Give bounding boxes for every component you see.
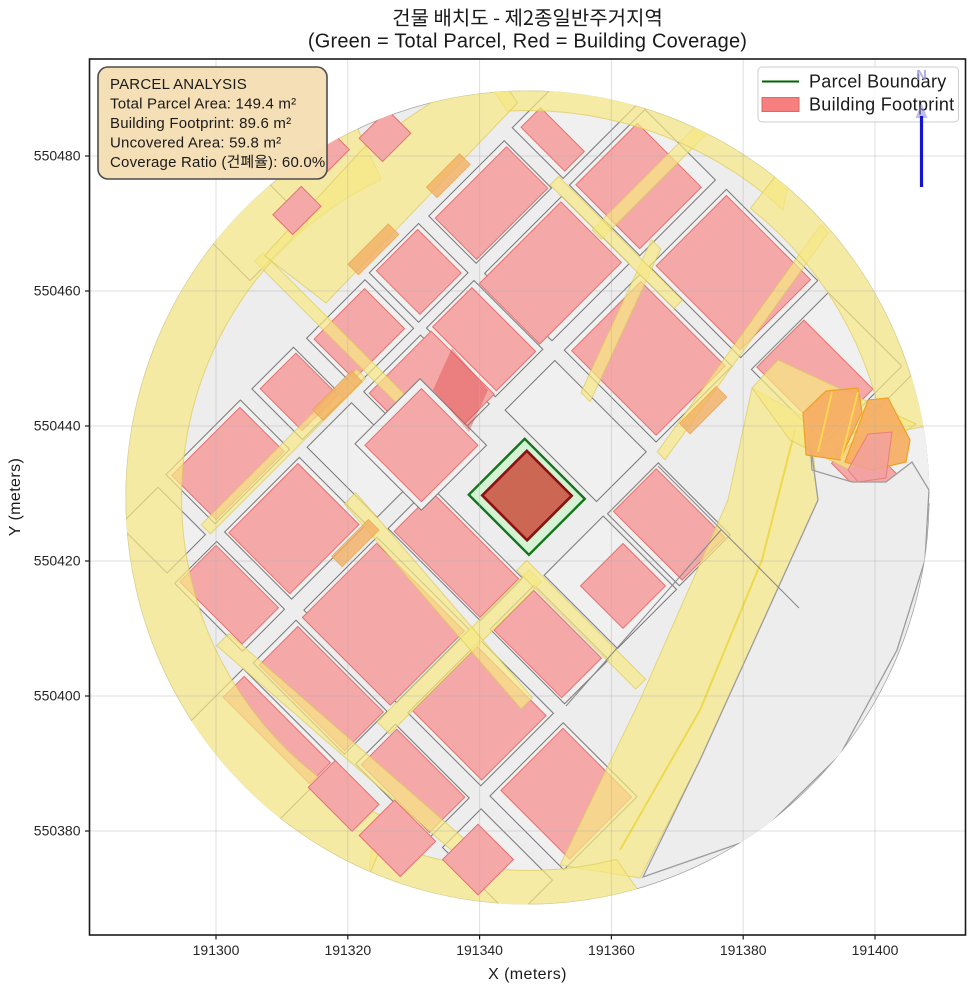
svg-text:550420: 550420 [34, 553, 81, 569]
svg-text:550480: 550480 [34, 148, 81, 164]
svg-text:Parcel Boundary: Parcel Boundary [809, 72, 947, 92]
svg-text:191320: 191320 [324, 942, 371, 958]
svg-text:191340: 191340 [456, 942, 503, 958]
svg-text:Total Parcel Area: 149.4 m²: Total Parcel Area: 149.4 m² [110, 96, 296, 113]
svg-text:Coverage Ratio (: Coverage Ratio ( [110, 154, 227, 171]
svg-text:Building Footprint: Building Footprint [809, 95, 954, 115]
svg-text:PARCEL ANALYSIS: PARCEL ANALYSIS [110, 76, 247, 93]
svg-text:191400: 191400 [852, 942, 899, 958]
svg-text:550380: 550380 [34, 823, 81, 839]
svg-text:550460: 550460 [34, 283, 81, 299]
svg-text:N: N [916, 67, 927, 84]
svg-text:X (meters): X (meters) [488, 966, 567, 983]
svg-text:(Green = Total Parcel, Red = B: (Green = Total Parcel, Red = Building Co… [308, 31, 747, 53]
svg-text:550440: 550440 [34, 418, 81, 434]
svg-text:191380: 191380 [720, 942, 767, 958]
svg-text:550400: 550400 [34, 688, 81, 704]
svg-text:191300: 191300 [193, 942, 240, 958]
svg-text:Uncovered Area: 59.8 m²: Uncovered Area: 59.8 m² [110, 135, 281, 152]
svg-text:Building Footprint: 89.6 m²: Building Footprint: 89.6 m² [110, 115, 291, 132]
svg-text:191360: 191360 [588, 942, 635, 958]
svg-text:): 60.0%: ): 60.0% [268, 154, 325, 171]
svg-text:Y (meters): Y (meters) [7, 458, 24, 536]
